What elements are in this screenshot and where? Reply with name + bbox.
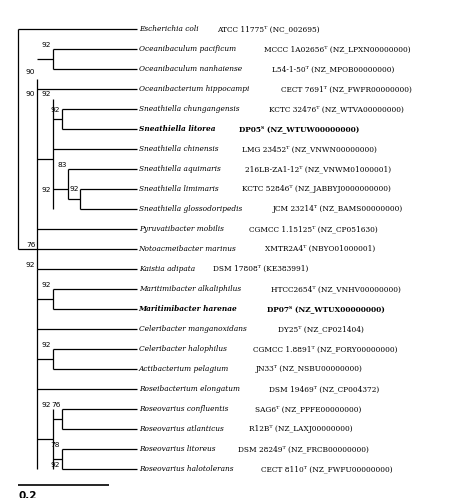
Text: 76: 76 — [51, 402, 60, 408]
Text: 92: 92 — [69, 186, 79, 192]
Text: Escherichia coli: Escherichia coli — [138, 25, 201, 33]
Text: Roseovarius confluentis: Roseovarius confluentis — [138, 405, 230, 413]
Text: L54-1-50ᵀ (NZ_MPOB00000000): L54-1-50ᵀ (NZ_MPOB00000000) — [272, 65, 394, 73]
Text: Kaistia adipata: Kaistia adipata — [138, 265, 197, 273]
Text: CGMCC 1.15125ᵀ (NZ_CP051630): CGMCC 1.15125ᵀ (NZ_CP051630) — [249, 225, 378, 233]
Text: Roseibacterium elongatum: Roseibacterium elongatum — [138, 385, 242, 393]
Text: 92: 92 — [51, 107, 60, 113]
Text: 90: 90 — [26, 91, 35, 97]
Text: JCM 23214ᵀ (NZ_BAMS00000000): JCM 23214ᵀ (NZ_BAMS00000000) — [272, 205, 402, 213]
Text: 83: 83 — [58, 162, 67, 168]
Text: MCCC 1A02656ᵀ (NZ_LPXN00000000): MCCC 1A02656ᵀ (NZ_LPXN00000000) — [264, 45, 411, 53]
Text: Oceanibacterium hippocampi: Oceanibacterium hippocampi — [138, 85, 251, 93]
Text: 92: 92 — [42, 42, 51, 48]
Text: SAG6ᵀ (NZ_PPFE00000000): SAG6ᵀ (NZ_PPFE00000000) — [255, 405, 361, 413]
Text: Maritimibacter alkaliphilus: Maritimibacter alkaliphilus — [138, 285, 243, 293]
Text: 216LB-ZA1-12ᵀ (NZ_VNWM01000001): 216LB-ZA1-12ᵀ (NZ_VNWM01000001) — [245, 165, 391, 173]
Text: DY25ᵀ (NZ_CP021404): DY25ᵀ (NZ_CP021404) — [278, 325, 364, 333]
Text: HTCC2654ᵀ (NZ_VNHV00000000): HTCC2654ᵀ (NZ_VNHV00000000) — [271, 285, 401, 293]
Text: JN33ᵀ (NZ_NSBU00000000): JN33ᵀ (NZ_NSBU00000000) — [256, 365, 363, 373]
Text: Actibacterium pelagium: Actibacterium pelagium — [138, 365, 231, 373]
Text: 78: 78 — [51, 442, 60, 448]
Text: Maritimibacter harenae: Maritimibacter harenae — [138, 305, 240, 313]
Text: DP07ᵀ (NZ_WTUX00000000): DP07ᵀ (NZ_WTUX00000000) — [267, 305, 385, 313]
Text: 92: 92 — [42, 91, 51, 97]
Text: LMG 23452ᵀ (NZ_VNWN00000000): LMG 23452ᵀ (NZ_VNWN00000000) — [242, 145, 377, 153]
Text: DSM 28249ᵀ (NZ_FRCB00000000): DSM 28249ᵀ (NZ_FRCB00000000) — [238, 445, 369, 453]
Text: Sneathiella aquimaris: Sneathiella aquimaris — [138, 165, 223, 173]
Text: Roseovarius halotolerans: Roseovarius halotolerans — [138, 465, 236, 473]
Text: 92: 92 — [51, 462, 60, 468]
Text: Sneathiella litorea: Sneathiella litorea — [138, 125, 218, 133]
Text: Roseovarius atlanticus: Roseovarius atlanticus — [138, 425, 226, 433]
Text: Sneathiella chinensis: Sneathiella chinensis — [138, 145, 220, 153]
Text: CECT 7691ᵀ (NZ_FWFR00000000): CECT 7691ᵀ (NZ_FWFR00000000) — [281, 85, 412, 93]
Text: DP05ᵀ (NZ_WTUW00000000): DP05ᵀ (NZ_WTUW00000000) — [239, 125, 359, 133]
Text: 92: 92 — [42, 282, 51, 288]
Text: Roseovarius litoreus: Roseovarius litoreus — [138, 445, 218, 453]
Text: KCTC 32476ᵀ (NZ_WTVA00000000): KCTC 32476ᵀ (NZ_WTVA00000000) — [269, 105, 403, 113]
Text: DSM 17808ᵀ (KE383991): DSM 17808ᵀ (KE383991) — [213, 265, 308, 273]
Text: R12Bᵀ (NZ_LAXJ00000000): R12Bᵀ (NZ_LAXJ00000000) — [249, 425, 353, 433]
Text: Sneathiella chungangensis: Sneathiella chungangensis — [138, 105, 242, 113]
Text: Notoacmeibacter marinus: Notoacmeibacter marinus — [138, 245, 239, 253]
Text: CECT 8110ᵀ (NZ_FWFU00000000): CECT 8110ᵀ (NZ_FWFU00000000) — [261, 465, 393, 473]
Text: 92: 92 — [42, 187, 51, 193]
Text: Sneathiella limimaris: Sneathiella limimaris — [138, 185, 220, 193]
Text: Oceanibaculum pacificum: Oceanibaculum pacificum — [138, 45, 238, 53]
Text: Pyruvatibacter mobilis: Pyruvatibacter mobilis — [138, 225, 226, 233]
Text: 76: 76 — [26, 242, 35, 248]
Text: XMTR2A4ᵀ (NBYO01000001): XMTR2A4ᵀ (NBYO01000001) — [265, 245, 375, 253]
Text: Celeribacter manganoxidans: Celeribacter manganoxidans — [138, 325, 249, 333]
Text: 90: 90 — [26, 69, 35, 75]
Text: KCTC 52846ᵀ (NZ_JABBYJ0000000000): KCTC 52846ᵀ (NZ_JABBYJ0000000000) — [242, 185, 391, 193]
Text: Sneathiella glossodoripedis: Sneathiella glossodoripedis — [138, 205, 244, 213]
Text: 0.2: 0.2 — [18, 492, 37, 498]
Text: CGMCC 1.8891ᵀ (NZ_FORY00000000): CGMCC 1.8891ᵀ (NZ_FORY00000000) — [253, 345, 397, 353]
Text: 92: 92 — [26, 262, 35, 268]
Text: DSM 19469ᵀ (NZ_CP004372): DSM 19469ᵀ (NZ_CP004372) — [269, 385, 380, 393]
Text: ATCC 11775ᵀ (NC_002695): ATCC 11775ᵀ (NC_002695) — [217, 25, 319, 33]
Text: Celeribacter halophilus: Celeribacter halophilus — [138, 345, 229, 353]
Text: 92: 92 — [42, 402, 51, 408]
Text: Oceanibaculum nanhaiense: Oceanibaculum nanhaiense — [138, 65, 244, 73]
Text: 92: 92 — [42, 342, 51, 348]
